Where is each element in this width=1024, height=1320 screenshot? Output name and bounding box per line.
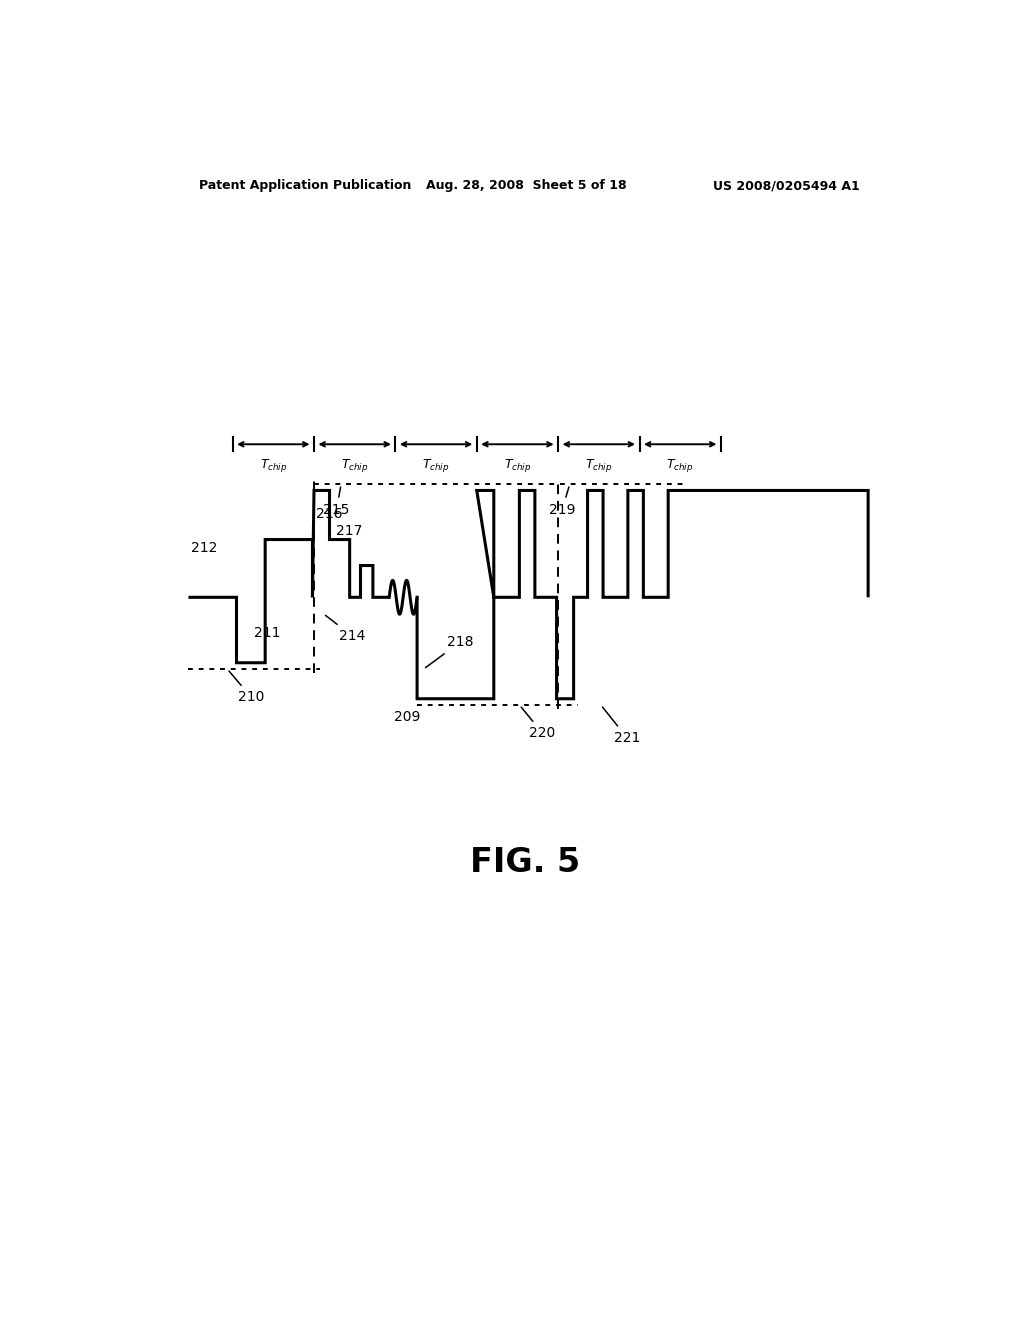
Text: $T_{chip}$: $T_{chip}$ <box>585 457 612 474</box>
Text: $T_{chip}$: $T_{chip}$ <box>667 457 694 474</box>
Text: 219: 219 <box>549 487 575 516</box>
Text: $T_{chip}$: $T_{chip}$ <box>504 457 531 474</box>
Text: 212: 212 <box>190 541 217 556</box>
Text: 210: 210 <box>229 671 264 705</box>
Text: 217: 217 <box>336 524 362 537</box>
Text: US 2008/0205494 A1: US 2008/0205494 A1 <box>713 180 860 193</box>
Text: 216: 216 <box>315 507 342 520</box>
Text: Aug. 28, 2008  Sheet 5 of 18: Aug. 28, 2008 Sheet 5 of 18 <box>426 180 627 193</box>
Text: 215: 215 <box>324 487 349 516</box>
Text: 214: 214 <box>326 615 366 643</box>
Text: Patent Application Publication: Patent Application Publication <box>200 180 412 193</box>
Text: 220: 220 <box>521 708 556 741</box>
Text: 221: 221 <box>602 708 640 744</box>
Text: 209: 209 <box>394 710 420 723</box>
Text: $T_{chip}$: $T_{chip}$ <box>341 457 369 474</box>
Text: $T_{chip}$: $T_{chip}$ <box>259 457 287 474</box>
Text: FIG. 5: FIG. 5 <box>470 846 580 879</box>
Text: 211: 211 <box>254 626 280 640</box>
Text: $T_{chip}$: $T_{chip}$ <box>422 457 450 474</box>
Text: 218: 218 <box>426 635 473 668</box>
